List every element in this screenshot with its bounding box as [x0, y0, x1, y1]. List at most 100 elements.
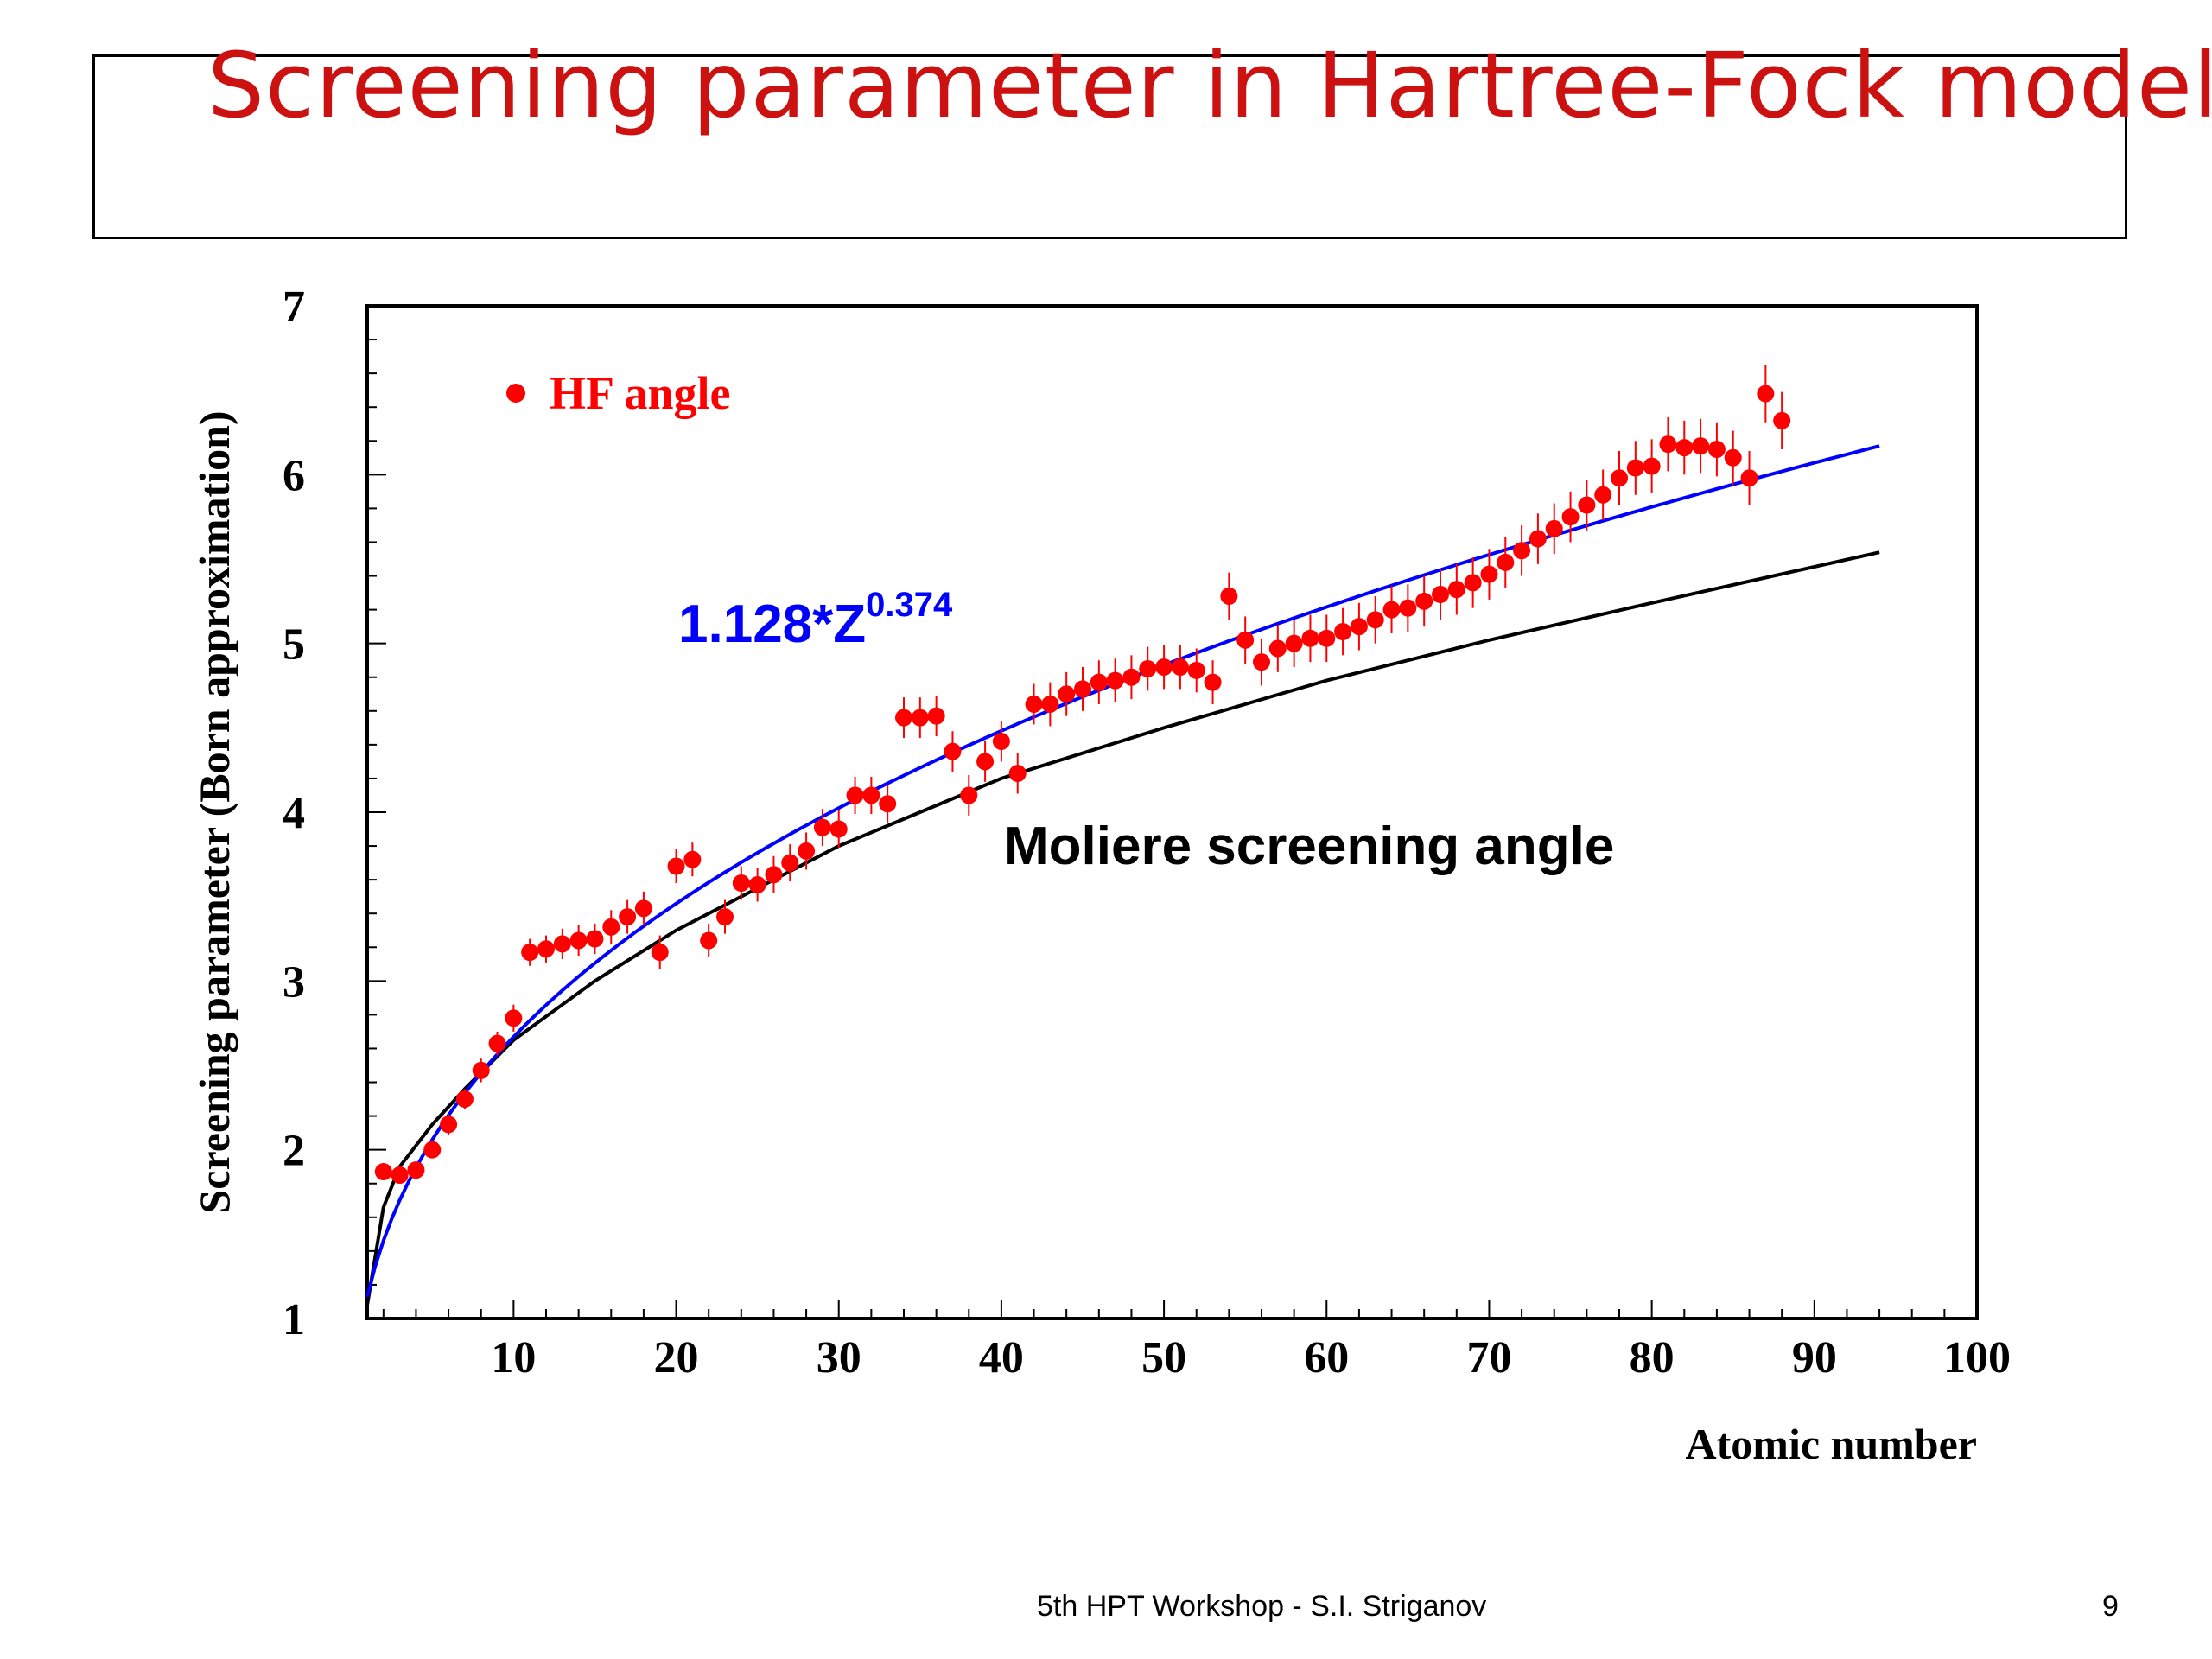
hf-point: [1529, 530, 1547, 548]
y-tick-label: 5: [283, 620, 305, 670]
hf-point: [1301, 629, 1319, 647]
hf-point: [765, 866, 783, 884]
x-tick-label: 50: [1141, 1333, 1186, 1382]
hf-point: [748, 875, 766, 893]
x-tick-label: 40: [979, 1333, 1024, 1382]
y-tick-label: 6: [283, 451, 305, 500]
hf-point: [1740, 469, 1758, 487]
hf-point: [992, 732, 1010, 750]
hf-point: [732, 874, 750, 893]
hf-point: [374, 1163, 392, 1181]
x-tick-label: 60: [1304, 1333, 1349, 1382]
hf-point: [569, 931, 588, 950]
axis-ticks: [367, 305, 1978, 1319]
hf-point: [960, 786, 978, 804]
y-tick-label: 4: [283, 789, 305, 838]
fit-annotation-exponent: 0.374: [866, 586, 953, 624]
hf-point: [1058, 685, 1076, 703]
hf-point: [1187, 661, 1205, 679]
hf-point: [1041, 695, 1059, 713]
hf-point: [944, 742, 962, 760]
legend-label: HF angle: [550, 367, 731, 419]
hf-point: [1236, 631, 1255, 649]
hf-point: [1773, 411, 1791, 429]
hf-point: [1692, 437, 1710, 455]
hf-point: [1561, 508, 1580, 526]
hf-point: [1432, 586, 1449, 604]
hf-point: [455, 1090, 474, 1109]
hf-point: [1415, 592, 1433, 610]
hf-point: [1090, 673, 1108, 691]
y-tick-label: 3: [283, 957, 305, 1007]
hf-point: [1447, 581, 1465, 599]
hf-point: [1253, 653, 1270, 671]
hf-point: [1350, 618, 1368, 636]
hf-point: [537, 940, 555, 958]
hf-point: [1074, 680, 1091, 698]
x-tick-label: 80: [1630, 1333, 1675, 1382]
slide-title: Screening parameter in Hartree-Fock mode…: [207, 33, 2212, 138]
x-axis-title: Atomic number: [1686, 1420, 1977, 1468]
hf-point: [781, 854, 799, 872]
hf-point: [1578, 496, 1596, 514]
hf-point: [1626, 459, 1644, 477]
hf-point: [813, 818, 831, 836]
moliere-curve: [365, 550, 1880, 1306]
hf-point: [1399, 599, 1417, 617]
hf-point: [976, 753, 995, 771]
hf-point: [1220, 587, 1238, 605]
x-tick-label: 70: [1466, 1333, 1511, 1382]
hf-point: [879, 795, 897, 813]
hf-point: [846, 786, 864, 804]
hf-point: [634, 899, 652, 918]
hf-point: [1106, 671, 1124, 690]
hf-point: [1382, 601, 1401, 619]
moliere-annotation: Moliere screening angle: [1004, 817, 1614, 876]
hf-point: [1675, 439, 1694, 457]
hf-point: [1008, 765, 1027, 783]
hf-point: [1204, 673, 1222, 691]
hf-point: [440, 1116, 458, 1134]
page-number: 9: [2102, 1590, 2119, 1623]
hf-point: [1545, 519, 1563, 537]
y-axis-title: Screening parameter (Born approximation): [190, 410, 238, 1213]
hf-point: [1285, 634, 1303, 652]
hf-point: [1594, 486, 1612, 504]
x-tick-label: 90: [1792, 1333, 1837, 1382]
hf-point: [651, 944, 669, 962]
hf-point: [1643, 457, 1661, 475]
hf-point: [423, 1141, 442, 1159]
y-tick-label: 2: [283, 1127, 305, 1176]
hf-point: [895, 709, 912, 727]
hf-point: [683, 850, 702, 868]
footer-center: 5th HPT Workshop - S.I. Striganov: [1037, 1590, 1487, 1623]
hf-point: [1318, 629, 1336, 647]
hf-point: [1366, 611, 1384, 629]
y-tick-label: 7: [283, 283, 305, 332]
hf-point: [1724, 448, 1742, 467]
legend-marker: [506, 384, 525, 403]
fit-annotation-base: 1.128*Z: [678, 594, 866, 654]
hf-point: [521, 944, 539, 962]
hf-point: [586, 930, 604, 948]
hf-point: [505, 1009, 523, 1027]
hf-point: [1171, 658, 1189, 677]
hf-point: [1757, 385, 1775, 403]
hf-point: [602, 918, 620, 936]
hf-point: [1155, 658, 1173, 677]
hf-point: [1497, 553, 1515, 571]
hf-point: [1659, 435, 1677, 454]
x-tick-label: 100: [1943, 1333, 2011, 1382]
hf-point: [1334, 622, 1352, 640]
y-tick-label: 1: [283, 1295, 305, 1344]
hf-point: [472, 1061, 490, 1079]
hf-point: [700, 931, 718, 950]
hf-point: [830, 820, 848, 838]
hf-point: [619, 908, 637, 926]
hf-point: [1513, 542, 1531, 560]
hf-point: [798, 842, 816, 860]
hf-point: [1707, 441, 1726, 459]
hf-point: [911, 709, 929, 727]
hf-point: [1025, 695, 1043, 713]
